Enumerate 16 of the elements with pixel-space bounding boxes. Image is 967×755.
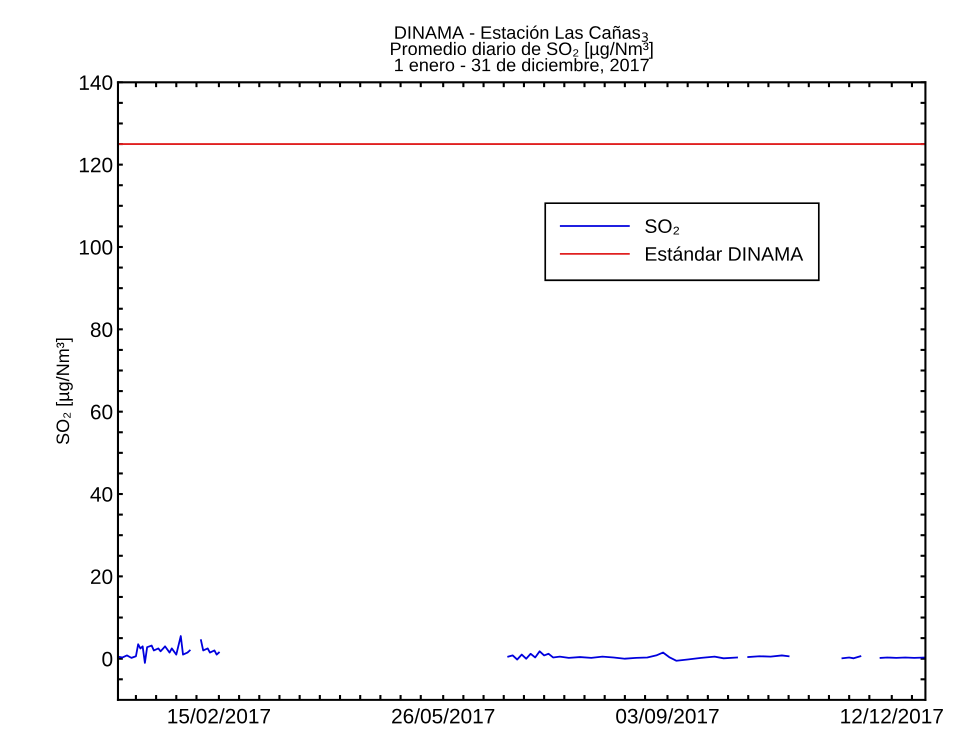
x-tick-label: 26/05/2017 xyxy=(392,708,494,724)
y-tick-label: 20 xyxy=(90,569,112,584)
x-tick-label: 15/02/2017 xyxy=(168,708,270,724)
legend-label: Estándar DINAMA xyxy=(646,246,804,261)
y-tick-label: 120 xyxy=(80,158,112,172)
y-tick-label: 60 xyxy=(91,404,112,420)
x-tick-label: 03/09/2017 xyxy=(616,708,719,724)
x-tick-label: 12/12/2017 xyxy=(841,708,943,724)
chart-title: DINAMA - Estación Las Cañas$_{3}$ Promedio diario de SO₂ [µg/Nm³] 1 enero - 31 de diciembre, 2017 xyxy=(391,25,653,74)
y-axis-title: SO₂ [µg/Nm³] xyxy=(56,338,73,444)
y-tick-label: 40 xyxy=(90,487,112,502)
y-tick-label: 100 xyxy=(80,240,112,255)
y-tick-label: 0 xyxy=(102,652,112,666)
y-tick-label: 140 xyxy=(80,75,112,90)
legend-label: SO₂ xyxy=(645,219,680,234)
y-tick-label: 80 xyxy=(90,322,112,338)
